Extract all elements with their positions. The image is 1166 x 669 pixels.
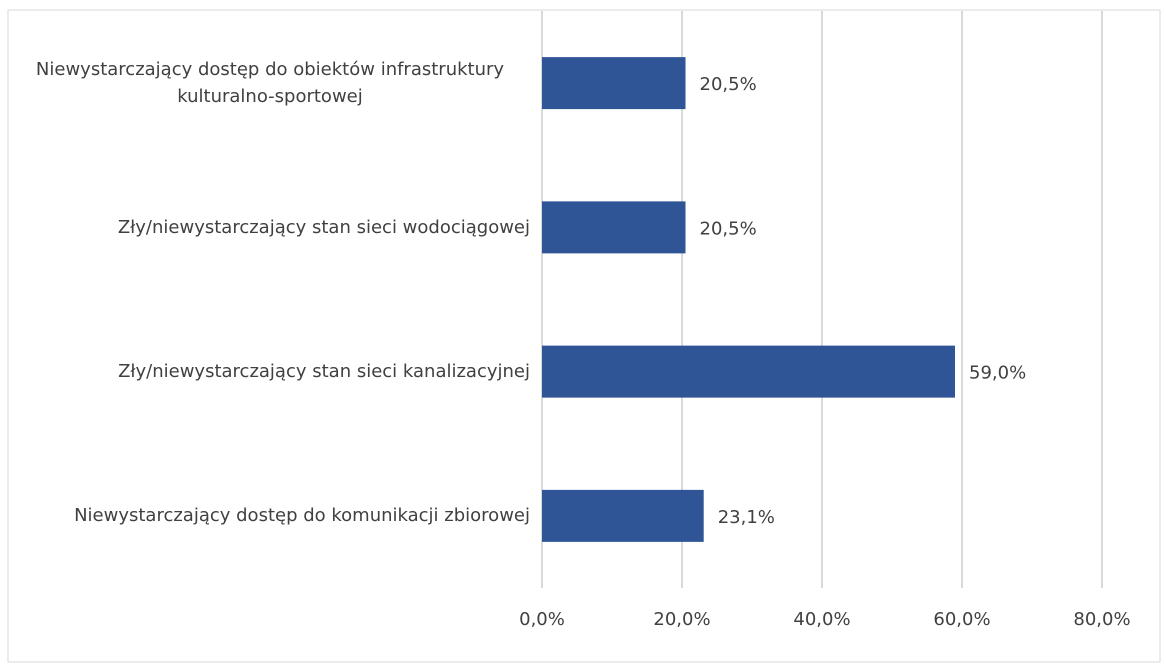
category-text: Niewystarczający dostęp do obiektów infr… — [35, 59, 505, 108]
category-label: Zły/niewystarczający stan sieci kanaliza… — [10, 332, 530, 412]
data-label: 59,0% — [969, 363, 1026, 384]
x-tick-label: 0,0% — [519, 609, 565, 630]
x-tick-label: 80,0% — [1073, 609, 1130, 630]
category-label: Niewystarczający dostęp do obiektów infr… — [10, 43, 530, 123]
data-label: 23,1% — [718, 507, 775, 528]
category-text: Zły/niewystarczający stan sieci kanaliza… — [118, 361, 530, 383]
bar — [542, 57, 686, 110]
data-label: 20,5% — [700, 74, 757, 95]
bar — [542, 201, 686, 254]
category-label: Niewystarczający dostęp do komunikacji z… — [10, 476, 530, 556]
bar — [542, 345, 955, 398]
category-text: Niewystarczający dostęp do komunikacji z… — [74, 505, 530, 527]
bar — [542, 489, 704, 542]
category-label: Zły/niewystarczający stan sieci wodociąg… — [10, 187, 530, 267]
category-text: Zły/niewystarczający stan sieci wodociąg… — [117, 216, 530, 238]
x-tick-label: 20,0% — [653, 609, 710, 630]
x-tick-label: 40,0% — [793, 609, 850, 630]
chart-border — [7, 9, 1161, 663]
data-label: 20,5% — [700, 218, 757, 239]
x-tick-label: 60,0% — [933, 609, 990, 630]
